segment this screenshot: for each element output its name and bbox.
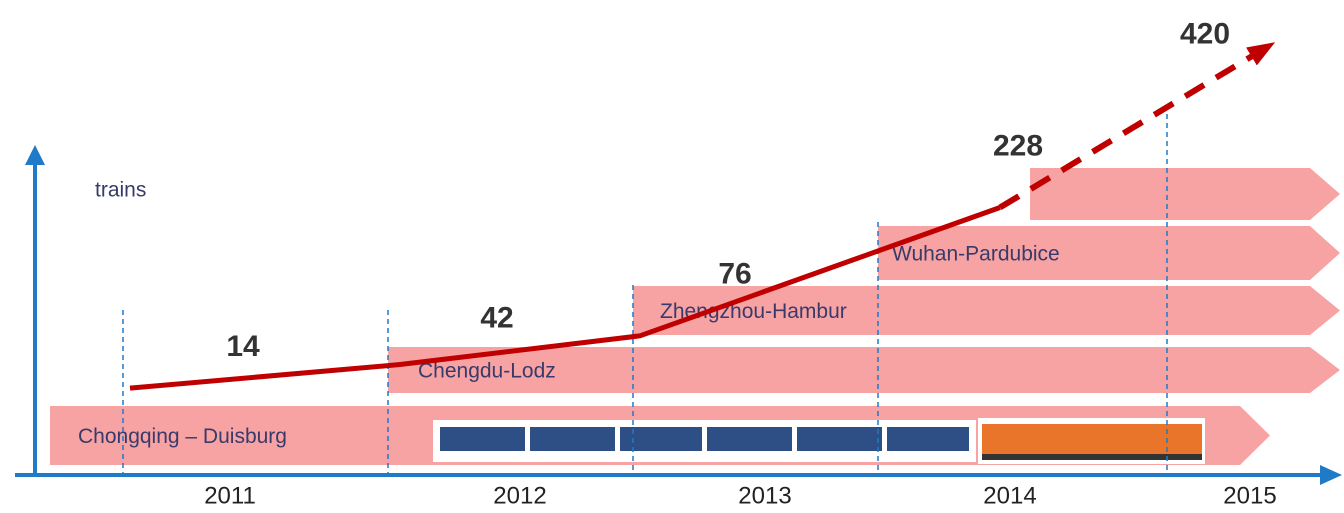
- wagon: [530, 427, 615, 451]
- x-tick-label: 2011: [204, 482, 256, 509]
- locomotive-base: [982, 454, 1202, 460]
- x-axis-arrow: [1320, 465, 1342, 485]
- route-label: Wuhan-Pardubice: [892, 243, 1060, 266]
- value-label: 228: [993, 129, 1043, 162]
- x-tick-label: 2013: [738, 482, 791, 509]
- forecast-arrow: [1246, 42, 1276, 66]
- route-label: Zhengzhou-Hambur: [660, 300, 847, 323]
- forecast-line: [998, 42, 1272, 211]
- value-label: 420: [1180, 17, 1230, 50]
- value-label: 14: [226, 330, 260, 363]
- value-label: 42: [480, 301, 513, 334]
- route-band: [633, 286, 1340, 335]
- y-axis-arrow: [25, 145, 45, 165]
- wagon: [440, 427, 525, 451]
- route-label: Chongqing – Duisburg: [78, 425, 287, 448]
- wagon: [707, 427, 792, 451]
- route-label: Chengdu-Lodz: [418, 360, 556, 383]
- locomotive: [982, 424, 1202, 454]
- route-band: [388, 347, 1340, 393]
- value-label: 76: [718, 258, 751, 291]
- wagon: [797, 427, 882, 451]
- y-axis-label: trains: [95, 179, 146, 202]
- x-tick-label: 2014: [983, 482, 1036, 509]
- wagon: [887, 427, 969, 451]
- x-tick-label: 2015: [1223, 482, 1276, 509]
- trend-line: [129, 205, 1001, 391]
- route-band: [1030, 168, 1340, 220]
- train-image: [433, 418, 1205, 464]
- x-tick-label: 2012: [493, 482, 546, 509]
- route-band: [878, 226, 1340, 280]
